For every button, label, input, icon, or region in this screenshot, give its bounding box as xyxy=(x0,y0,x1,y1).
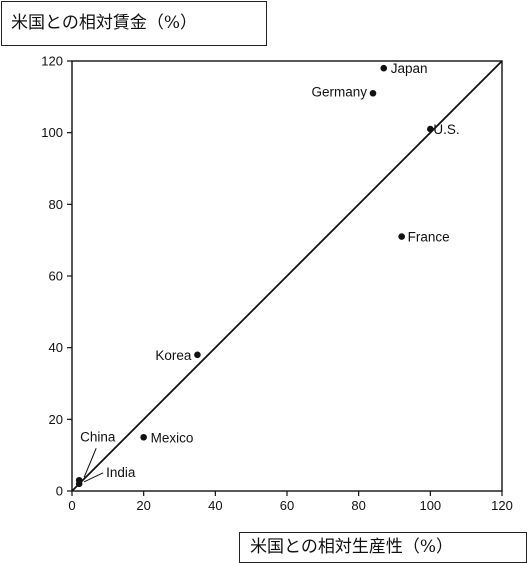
x-axis-title-text: 米国との相対生産性（%） xyxy=(250,537,453,557)
data-point-korea xyxy=(194,351,201,359)
y-tick-label: 60 xyxy=(49,269,63,284)
data-point-germany xyxy=(369,89,377,97)
y-axis-title: 米国との相対賃金（%） xyxy=(1,1,267,46)
y-tick-label: 100 xyxy=(41,125,63,140)
y-tick-label: 80 xyxy=(49,197,63,212)
point-label: Korea xyxy=(155,348,192,363)
x-tick-label: 0 xyxy=(68,498,75,513)
label-leader-line xyxy=(83,448,97,478)
point-label: Mexico xyxy=(151,430,194,445)
x-tick-label: 60 xyxy=(280,498,294,513)
x-tick-label: 20 xyxy=(136,498,150,513)
data-point-us xyxy=(427,125,434,133)
x-tick-label: 100 xyxy=(419,498,441,513)
data-point-india xyxy=(75,480,83,488)
label-leader-line xyxy=(83,472,104,483)
y-tick-label: 0 xyxy=(56,484,63,499)
point-label: U.S. xyxy=(433,122,459,137)
data-point-japan xyxy=(380,64,388,72)
point-label: India xyxy=(106,465,136,480)
point-label: Germany xyxy=(311,84,367,99)
x-tick-label: 40 xyxy=(208,498,222,513)
y-axis-title-text: 米国との相対賃金（%） xyxy=(11,13,197,33)
y-tick-label: 20 xyxy=(49,412,63,427)
x-tick-label: 120 xyxy=(491,498,513,513)
y-tick-label: 40 xyxy=(49,340,63,355)
point-label: Japan xyxy=(391,61,428,76)
x-tick-label: 80 xyxy=(351,498,365,513)
data-point-france xyxy=(398,233,405,240)
parity-line xyxy=(71,60,503,492)
y-tick-label: 120 xyxy=(41,54,63,69)
point-label: China xyxy=(80,429,116,444)
data-point-mexico xyxy=(140,433,147,441)
point-label: France xyxy=(408,230,450,245)
